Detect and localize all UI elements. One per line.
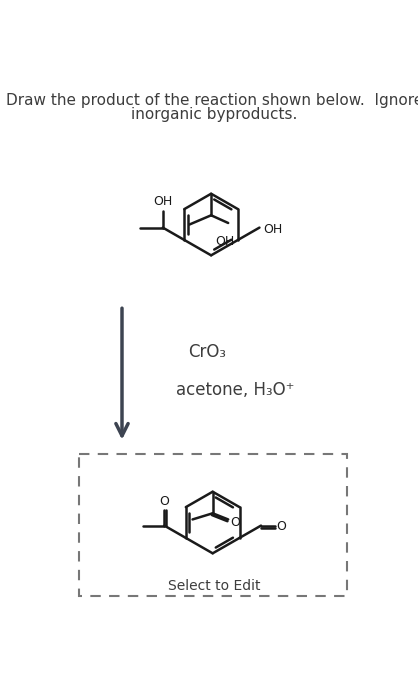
Text: inorganic byproducts.: inorganic byproducts. bbox=[131, 107, 298, 122]
Text: O: O bbox=[230, 516, 240, 529]
Text: OH: OH bbox=[215, 235, 234, 248]
Text: OH: OH bbox=[153, 196, 173, 209]
Text: Draw the product of the reaction shown below.  Ignore: Draw the product of the reaction shown b… bbox=[5, 93, 418, 108]
Text: O: O bbox=[159, 495, 169, 508]
Text: O: O bbox=[276, 520, 286, 533]
Text: Select to Edit: Select to Edit bbox=[168, 579, 260, 592]
Text: CrO₃: CrO₃ bbox=[188, 343, 226, 360]
Text: acetone, H₃O⁺: acetone, H₃O⁺ bbox=[176, 381, 295, 399]
Text: OH: OH bbox=[263, 223, 283, 236]
